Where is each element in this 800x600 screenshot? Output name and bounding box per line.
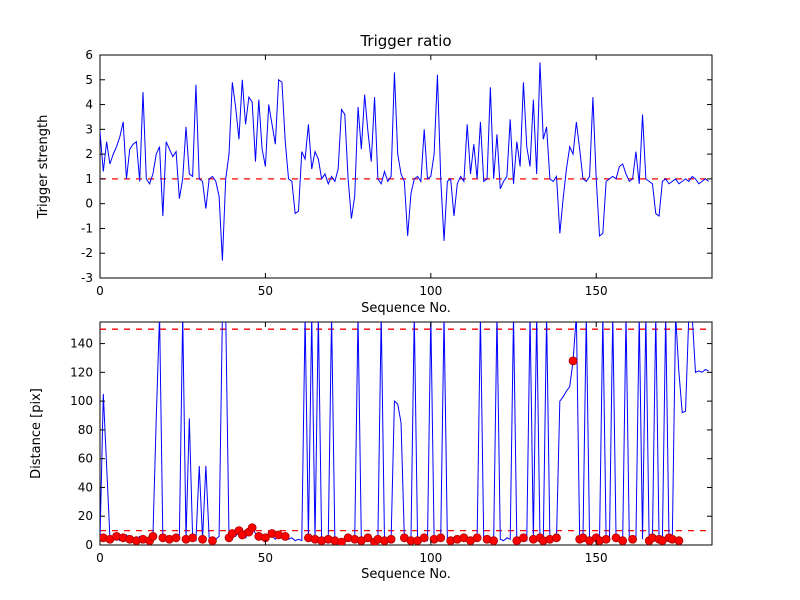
data-point bbox=[489, 536, 499, 545]
top-y-axis-label: Trigger strength bbox=[36, 115, 51, 220]
axes-frame bbox=[99, 54, 713, 279]
y-tick-label: -1 bbox=[81, 221, 93, 235]
x-tick-label: 50 bbox=[258, 284, 273, 298]
data-point bbox=[188, 533, 198, 543]
data-point bbox=[552, 533, 561, 543]
y-tick-label: 100 bbox=[70, 394, 93, 408]
data-point bbox=[148, 531, 158, 541]
data-point bbox=[280, 531, 290, 541]
data-point bbox=[386, 534, 396, 544]
y-tick-label: 60 bbox=[78, 452, 93, 466]
y-tick-label: -3 bbox=[81, 271, 93, 285]
data-line bbox=[100, 62, 709, 261]
data-point bbox=[618, 536, 628, 545]
x-tick-label: 0 bbox=[96, 284, 104, 298]
data-point bbox=[337, 537, 346, 545]
data-point bbox=[568, 356, 578, 366]
y-tick-label: 4 bbox=[85, 98, 93, 112]
x-tick-label: 150 bbox=[585, 551, 608, 565]
bottom-y-axis-label: Distance [pix] bbox=[29, 388, 44, 479]
data-point bbox=[601, 534, 611, 544]
data-point bbox=[436, 533, 446, 543]
axes-frame bbox=[99, 321, 713, 546]
top-x-axis-label: Sequence No. bbox=[361, 301, 451, 316]
subplot-trigger-ratio: 0 50 100 150 -3 -2 -1 0 1 2 3 4 5 6 bbox=[81, 48, 713, 298]
data-point bbox=[208, 536, 217, 545]
data-point bbox=[171, 533, 181, 543]
y-tick-label: 20 bbox=[78, 509, 93, 523]
x-tick-label: 50 bbox=[258, 551, 273, 565]
data-line bbox=[100, 322, 709, 543]
x-tick-label: 0 bbox=[96, 551, 104, 565]
y-tick-label: 2 bbox=[85, 147, 93, 161]
bottom-x-axis-label: Sequence No. bbox=[361, 567, 451, 582]
data-point bbox=[674, 536, 684, 545]
data-point bbox=[628, 534, 638, 544]
data-point bbox=[363, 533, 373, 543]
y-tick-label: -2 bbox=[81, 246, 93, 260]
y-tick-label: 3 bbox=[85, 122, 93, 136]
y-tick-label: 40 bbox=[78, 480, 93, 494]
y-tick-label: 0 bbox=[85, 197, 93, 211]
x-tick-label: 100 bbox=[419, 284, 442, 298]
subplot-distance: 0 50 100 150 0 20 40 60 80 100 120 140 bbox=[70, 321, 713, 565]
data-point bbox=[247, 523, 257, 533]
x-tick-label: 100 bbox=[419, 551, 442, 565]
y-tick-label: 5 bbox=[85, 73, 93, 87]
data-point bbox=[472, 533, 482, 543]
data-point bbox=[198, 534, 207, 544]
y-tick-label: 140 bbox=[70, 337, 93, 351]
y-tick-label: 120 bbox=[70, 365, 93, 379]
data-point bbox=[419, 533, 429, 543]
chart-title: Trigger ratio bbox=[359, 32, 451, 50]
y-tick-label: 80 bbox=[78, 423, 93, 437]
y-tick-label: 6 bbox=[85, 48, 93, 62]
data-point bbox=[519, 533, 528, 543]
y-tick-label: 0 bbox=[85, 538, 93, 552]
y-tick-label: 1 bbox=[85, 172, 93, 186]
x-tick-label: 150 bbox=[585, 284, 608, 298]
